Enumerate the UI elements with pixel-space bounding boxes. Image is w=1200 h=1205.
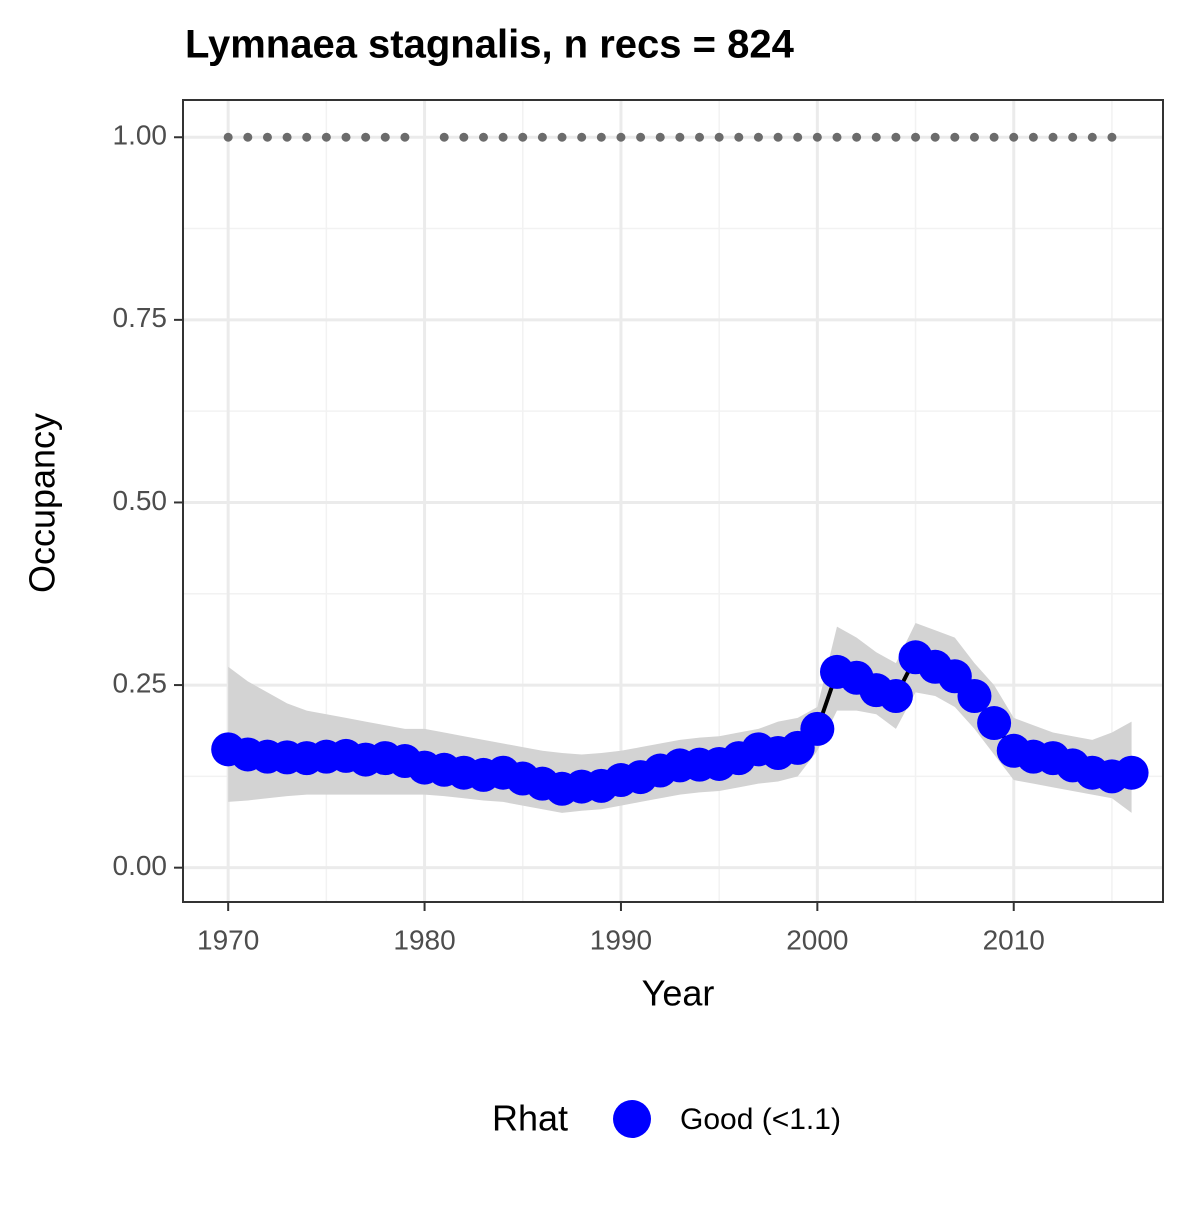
detection-point <box>832 132 842 142</box>
detection-point <box>812 132 822 142</box>
detection-point <box>400 132 410 142</box>
detection-point <box>223 132 233 142</box>
detection-point <box>361 132 371 142</box>
detection-point <box>282 132 292 142</box>
data-point <box>800 711 835 746</box>
detection-point <box>537 132 547 142</box>
data-point <box>878 679 913 714</box>
detection-point <box>714 132 724 142</box>
x-tick-label: 1970 <box>197 924 259 955</box>
legend-marker <box>613 1100 651 1138</box>
detection-point <box>911 132 921 142</box>
detection-point <box>596 132 606 142</box>
detection-point <box>1068 132 1078 142</box>
detection-point <box>989 132 999 142</box>
detection-point <box>577 132 587 142</box>
detection-point <box>891 132 901 142</box>
y-tick-label: 0.75 <box>113 302 168 333</box>
detection-point <box>302 132 312 142</box>
detection-point <box>1107 132 1117 142</box>
detection-point <box>243 132 253 142</box>
detection-point <box>459 132 469 142</box>
detection-point <box>1048 132 1058 142</box>
detection-point <box>1028 132 1038 142</box>
detection-point <box>695 132 705 142</box>
legend-title: Rhat <box>492 1098 568 1139</box>
detection-point <box>557 132 567 142</box>
detection-point <box>518 132 528 142</box>
x-tick-label: 1980 <box>393 924 455 955</box>
data-point <box>1114 755 1149 790</box>
detection-point <box>341 132 351 142</box>
detection-point <box>969 132 979 142</box>
data-point <box>957 679 992 714</box>
detection-point <box>1087 132 1097 142</box>
y-tick-label: 0.25 <box>113 667 168 698</box>
detection-point <box>871 132 881 142</box>
x-tick-label: 2000 <box>786 924 848 955</box>
detection-point <box>793 132 803 142</box>
x-tick-label: 1990 <box>590 924 652 955</box>
detection-point <box>675 132 685 142</box>
y-axis-title: Occupancy <box>22 413 63 593</box>
detection-point <box>636 132 646 142</box>
detection-point <box>616 132 626 142</box>
detection-point <box>498 132 508 142</box>
detection-point <box>439 132 449 142</box>
detection-point <box>262 132 272 142</box>
y-tick-label: 0.50 <box>113 485 168 516</box>
detection-point <box>950 132 960 142</box>
detection-point <box>930 132 940 142</box>
detection-point <box>753 132 763 142</box>
legend-label: Good (<1.1) <box>680 1103 841 1136</box>
y-tick-label: 1.00 <box>113 120 168 151</box>
data-point <box>977 706 1012 741</box>
y-tick-label: 0.00 <box>113 850 168 881</box>
detection-point <box>655 132 665 142</box>
detection-point <box>734 132 744 142</box>
detection-point <box>380 132 390 142</box>
x-axis-title: Year <box>642 973 715 1014</box>
detection-point <box>852 132 862 142</box>
detection-point <box>1009 132 1019 142</box>
detection-point <box>321 132 331 142</box>
chart-title: Lymnaea stagnalis, n recs = 824 <box>185 23 795 67</box>
detection-point <box>478 132 488 142</box>
detection-point <box>773 132 783 142</box>
x-tick-label: 2010 <box>983 924 1045 955</box>
plot-border <box>182 99 1164 903</box>
